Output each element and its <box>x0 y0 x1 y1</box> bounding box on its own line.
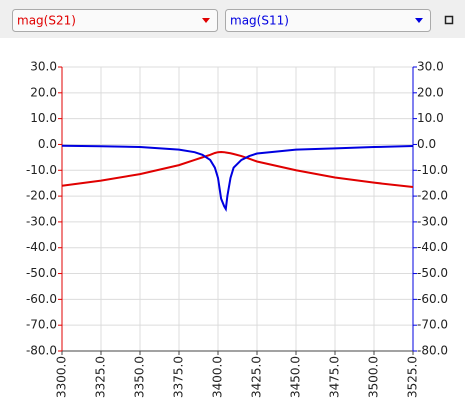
y-tick-label: -40.0 <box>26 240 57 254</box>
plot: 3300.0 3325.0 3350.0 3375.0 3400.0 3425.0 3450… <box>26 60 448 399</box>
y-tick-label: 30.0 <box>30 60 57 74</box>
select-text: mag(S21) <box>17 14 76 28</box>
y2-tick-label: -10.0 <box>417 163 448 177</box>
y-tick-label: -10.0 <box>26 163 57 177</box>
y2-tick-label: -30.0 <box>417 214 448 228</box>
maximize-button[interactable] <box>444 15 454 25</box>
y-tick-label: 0.0 <box>38 137 57 151</box>
y2-tick-label: 30.0 <box>417 60 444 74</box>
y2-tick-label: 10.0 <box>417 111 444 125</box>
x-tick-label: 3375.0 <box>172 356 186 398</box>
x-tick-label: 3425.0 <box>250 356 264 398</box>
y-tick-label: 10.0 <box>30 111 57 125</box>
x-tick-label: 3525.0 <box>406 356 420 398</box>
y2-tick-label: -20.0 <box>417 189 448 203</box>
series-line <box>61 144 414 213</box>
y-tick-label: -70.0 <box>26 318 57 332</box>
y2-tick-label: -80.0 <box>417 344 448 358</box>
select-s21[interactable]: mag(S21) <box>12 9 218 32</box>
x-tick-label: 3450.0 <box>289 356 303 398</box>
y2-tick-label: -40.0 <box>417 240 448 254</box>
x-tick-label: 3500.0 <box>367 356 381 398</box>
y-tick-label: -20.0 <box>26 189 57 203</box>
series-line <box>61 150 414 189</box>
select-text: mag(S11) <box>230 14 289 28</box>
select-s11[interactable]: mag(S11) <box>225 9 431 32</box>
y-tick-label: -60.0 <box>26 292 57 306</box>
y2-tick-label: -50.0 <box>417 266 448 280</box>
y2-tick-label: -60.0 <box>417 292 448 306</box>
x-tick-label: 3475.0 <box>328 356 342 398</box>
y-tick-label: -80.0 <box>26 344 57 358</box>
x-tick-label: 3300.0 <box>55 356 69 398</box>
y2-tick-label: -70.0 <box>417 318 448 332</box>
y2-tick-label: 20.0 <box>417 85 444 99</box>
x-tick-label: 3350.0 <box>133 356 147 398</box>
y-tick-label: -50.0 <box>26 266 57 280</box>
x-tick-label: 3325.0 <box>94 356 108 398</box>
y-tick-label: -30.0 <box>26 214 57 228</box>
x-tick-label: 3400.0 <box>211 356 225 398</box>
y-tick-label: 20.0 <box>30 85 57 99</box>
y2-tick-label: 0.0 <box>417 137 436 151</box>
